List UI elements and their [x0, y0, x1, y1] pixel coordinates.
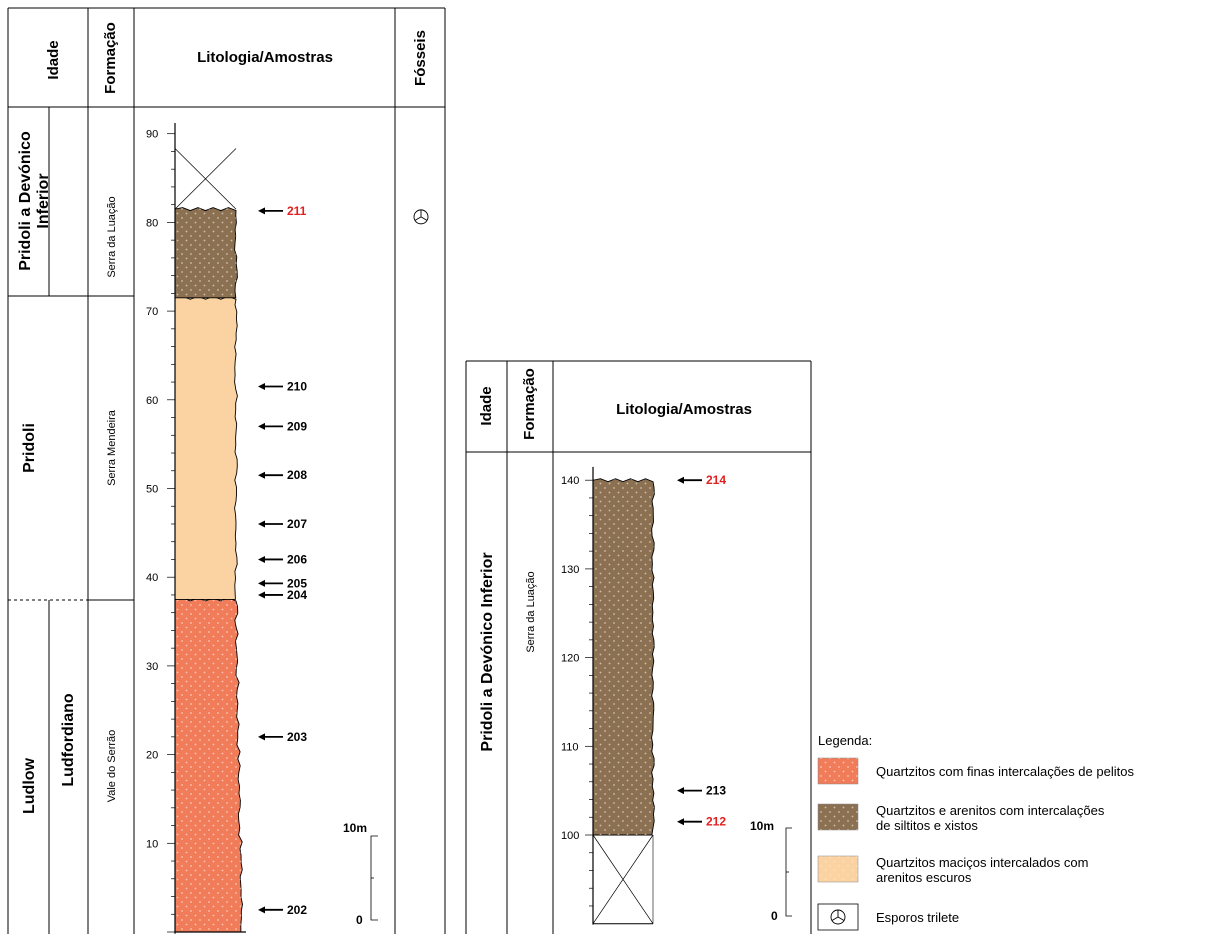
left-age-ludfordiano: Ludfordiano: [60, 693, 77, 787]
sample-label: 204: [287, 588, 307, 602]
sample-arrowhead: [258, 520, 265, 528]
sample-label: 210: [287, 379, 307, 393]
left-column-frame: [7, 7, 446, 934]
right-header-litologia: Litologia/Amostras: [616, 401, 752, 418]
sample-arrowhead: [677, 787, 684, 795]
sample-label: 205: [287, 576, 307, 590]
legend-label-quartzite-siltite-2: de siltitos e xistos: [876, 818, 978, 833]
sample-arrowhead: [677, 476, 684, 484]
axis-tick-label: 80: [146, 217, 158, 229]
axis-tick-label: 50: [146, 484, 158, 496]
left-age-pridoli: Pridoli: [21, 423, 38, 473]
left-header-fosseis: Fósseis: [412, 30, 429, 86]
legend-label-quartzite-siltite-1: Quartzitos e arenitos com intercalações: [876, 803, 1105, 818]
right-samples: 212 213 214: [677, 473, 726, 829]
sample-label: 207: [287, 517, 307, 531]
left-scale-bar: 10m 0: [343, 821, 378, 927]
sample-arrowhead: [258, 555, 265, 563]
scale-top-label: 10m: [750, 819, 774, 833]
sample-label: 213: [706, 784, 726, 798]
left-age-pridoli-devonico-line1: Pridoli a Devónico: [17, 131, 34, 271]
sample-arrowhead: [258, 422, 265, 430]
legend-label-spores: Esporos trilete: [876, 910, 959, 925]
axis-tick-label: 130: [561, 564, 579, 576]
lithology-layer-quartzite_massive: [174, 295, 238, 600]
left-fossil-spore-icon: [413, 209, 429, 225]
right-header-formacao: Formação: [521, 368, 538, 440]
axis-tick-label: 120: [561, 653, 579, 665]
scale-bottom-label: 0: [356, 913, 363, 927]
sample-label: 209: [287, 419, 307, 433]
sample-arrowhead: [258, 906, 265, 914]
axis-tick-label: 100: [561, 830, 579, 842]
legend-label-quartzite-massive-2: arenitos escuros: [876, 870, 972, 885]
lithology-texture: [175, 207, 238, 298]
axis-tick-label: 110: [561, 741, 579, 753]
left-header-idade: Idade: [45, 40, 62, 79]
sample-label: 208: [287, 468, 307, 482]
sample-arrowhead: [677, 818, 684, 826]
legend-title: Legenda:: [818, 733, 872, 748]
spore-ray: [414, 216, 422, 221]
legend-label-quartzite-massive-1: Quartzitos maciços intercalados com: [876, 855, 1088, 870]
lithology-texture: [593, 478, 655, 835]
left-age-ludlow: Ludlow: [21, 757, 38, 814]
sample-arrowhead: [258, 207, 265, 215]
left-formation-serra-luacao: Serra da Luação: [106, 196, 118, 277]
lithology-texture: [175, 597, 243, 932]
no-exposure-cross-b: [174, 148, 237, 210]
sample-label: 202: [287, 903, 307, 917]
spore-trilete-icon: [830, 909, 846, 925]
legend-label-quartzite-pelite: Quartzitos com finas intercalações de pe…: [876, 764, 1134, 779]
left-depth-axis: 10 20 30 40 50 60 70 80 90: [146, 123, 246, 934]
right-header-idade: Idade: [478, 386, 495, 425]
left-formation-serra-mendeira: Serra Mendeira: [106, 409, 118, 486]
axis-tick-label: 30: [146, 661, 158, 673]
axis-tick-label: 10: [146, 838, 158, 850]
axis-tick-label: 140: [561, 475, 579, 487]
no-exposure-cross-b: [592, 834, 654, 924]
legend: Legenda: Quartzitos com finas intercalaç…: [817, 733, 1134, 931]
right-depth-axis: 100 110 120 130 140: [561, 466, 594, 925]
sample-label: 203: [287, 730, 307, 744]
left-age-pridoli-devonico-line2: Inferior: [35, 173, 52, 228]
sample-arrowhead: [258, 733, 265, 741]
spore-trilete-icon: [413, 209, 429, 225]
left-header-formacao: Formação: [102, 22, 119, 94]
right-lithology-column: [592, 478, 655, 925]
right-scale-bar: 10m 0: [750, 819, 792, 923]
axis-tick-label: 40: [146, 572, 158, 584]
sample-label: 206: [287, 552, 307, 566]
scale-bottom-label: 0: [771, 909, 778, 923]
right-column-frame: [465, 360, 812, 934]
sample-arrowhead: [258, 579, 265, 587]
sample-arrowhead: [258, 382, 265, 390]
sample-label: 214: [706, 473, 726, 487]
spore-ray: [420, 216, 428, 221]
scale-top-label: 10m: [343, 821, 367, 835]
sample-arrowhead: [258, 471, 265, 479]
right-age-label: Pridoli a Devónico Inferior: [479, 552, 496, 751]
left-lithology-column: [174, 148, 243, 933]
sample-label: 211: [287, 204, 307, 218]
left-header-litologia: Litologia/Amostras: [197, 49, 333, 66]
axis-tick-label: 70: [146, 306, 158, 318]
axis-tick-label: 90: [146, 129, 158, 141]
left-formation-vale-serrao: Vale do Serrão: [106, 730, 118, 803]
right-formation-label: Serra da Luação: [525, 571, 537, 652]
sample-label: 212: [706, 815, 726, 829]
axis-tick-label: 20: [146, 750, 158, 762]
sample-arrowhead: [258, 591, 265, 599]
axis-tick-label: 60: [146, 395, 158, 407]
